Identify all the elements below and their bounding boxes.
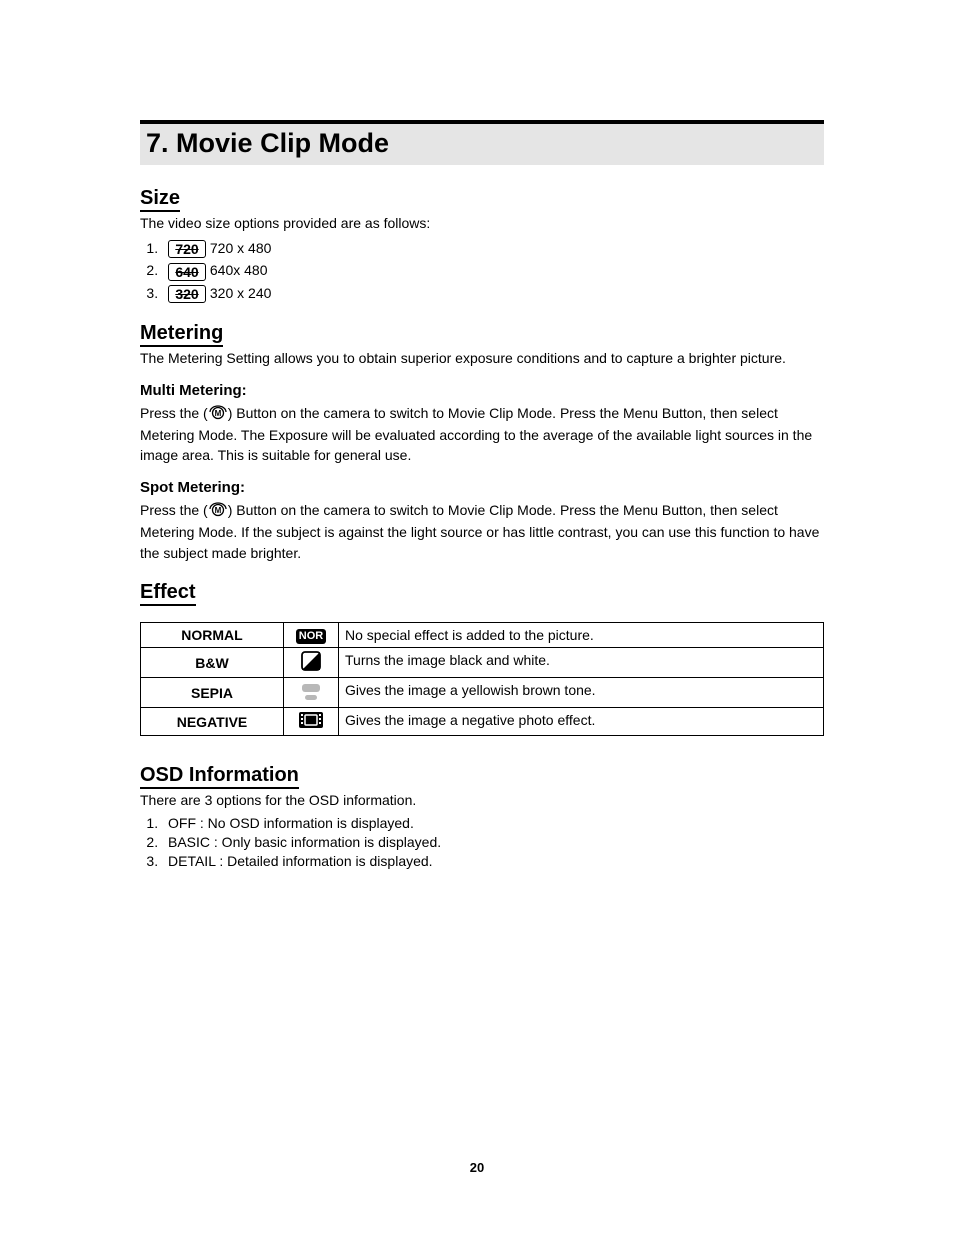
text-fragment: Press the ( <box>140 405 208 421</box>
effect-icon-cell: NOR <box>284 623 339 648</box>
effect-heading: Effect <box>140 581 196 606</box>
nor-icon: NOR <box>296 629 326 644</box>
chapter-heading-bar: 7. Movie Clip Mode <box>140 120 824 165</box>
list-item: DETAIL : Detailed information is display… <box>162 852 824 871</box>
chapter-title: Movie Clip Mode <box>176 128 389 158</box>
effect-table: NORMAL NOR No special effect is added to… <box>140 622 824 736</box>
effect-label: SEPIA <box>141 678 284 708</box>
chapter-heading: 7. Movie Clip Mode <box>146 128 818 159</box>
table-row: NEGATIVE Gives the image a negative phot… <box>141 708 824 736</box>
chapter-number: 7. <box>146 128 169 158</box>
list-item: 320 320 x 240 <box>162 282 824 304</box>
svg-text:M: M <box>214 409 221 418</box>
osd-list: OFF : No OSD information is displayed. B… <box>140 814 824 871</box>
effect-desc: Gives the image a negative photo effect. <box>339 708 824 736</box>
metering-heading: Metering <box>140 322 223 347</box>
size-list: 720 720 x 480 640 640x 480 320 320 x 240 <box>140 237 824 304</box>
effect-desc: Turns the image black and white. <box>339 648 824 678</box>
list-item: BASIC : Only basic information is displa… <box>162 833 824 852</box>
size-badge-320-icon: 320 <box>168 285 206 303</box>
effect-icon-cell <box>284 708 339 736</box>
table-row: B&W Turns the image black and white. <box>141 648 824 678</box>
size-label: 320 x 240 <box>210 285 272 301</box>
mode-button-icon: M <box>208 501 228 522</box>
effect-label: B&W <box>141 648 284 678</box>
osd-intro: There are 3 options for the OSD informat… <box>140 791 824 810</box>
text-fragment: ) Button on the camera to switch to Movi… <box>140 502 819 560</box>
metering-intro: The Metering Setting allows you to obtai… <box>140 349 824 368</box>
multi-metering-text: Press the ( M) Button on the camera to sw… <box>140 403 824 466</box>
size-badge-720-icon: 720 <box>168 240 206 258</box>
mode-button-icon: M <box>208 404 228 425</box>
effect-desc: No special effect is added to the pictur… <box>339 623 824 648</box>
table-row: SEPIA Gives the image a yellowish brown … <box>141 678 824 708</box>
size-intro: The video size options provided are as f… <box>140 214 824 233</box>
list-item: 720 720 x 480 <box>162 237 824 259</box>
list-item: 640 640x 480 <box>162 259 824 281</box>
table-row: NORMAL NOR No special effect is added to… <box>141 623 824 648</box>
size-label: 720 x 480 <box>210 240 272 256</box>
list-item: OFF : No OSD information is displayed. <box>162 814 824 833</box>
osd-heading: OSD Information <box>140 764 299 789</box>
bw-icon <box>300 659 322 675</box>
size-heading: Size <box>140 187 180 212</box>
spot-metering-heading: Spot Metering: <box>140 479 824 496</box>
effect-label: NEGATIVE <box>141 708 284 736</box>
effect-desc: Gives the image a yellowish brown tone. <box>339 678 824 708</box>
page-root: 7. Movie Clip Mode Size The video size o… <box>0 0 954 1235</box>
negative-icon <box>298 717 324 733</box>
effect-label: NORMAL <box>141 623 284 648</box>
spot-metering-text: Press the ( M) Button on the camera to sw… <box>140 500 824 563</box>
page-number: 20 <box>0 1160 954 1175</box>
size-label: 640x 480 <box>210 262 268 278</box>
text-fragment: ) Button on the camera to switch to Movi… <box>140 405 812 463</box>
size-badge-640-icon: 640 <box>168 263 206 281</box>
multi-metering-heading: Multi Metering: <box>140 382 824 399</box>
effect-icon-cell <box>284 648 339 678</box>
svg-text:M: M <box>214 506 221 515</box>
effect-icon-cell <box>284 678 339 708</box>
sepia-icon <box>299 689 323 705</box>
text-fragment: Press the ( <box>140 502 208 518</box>
